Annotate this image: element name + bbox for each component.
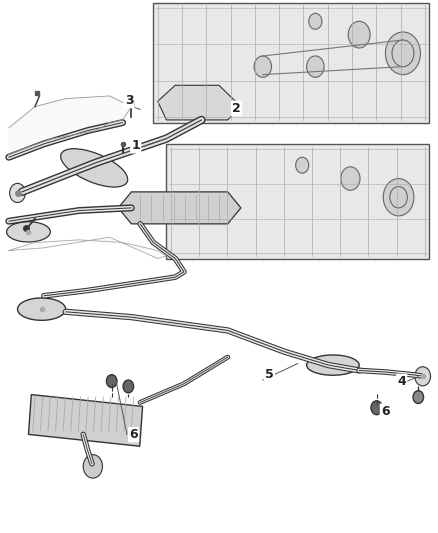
Text: 2: 2 [232,102,241,115]
Circle shape [385,32,420,75]
Circle shape [309,13,322,29]
Circle shape [383,179,414,216]
Circle shape [254,56,272,77]
Circle shape [296,157,309,173]
Circle shape [106,375,117,387]
Polygon shape [9,96,131,155]
Text: 4: 4 [397,375,406,388]
Polygon shape [9,237,166,259]
Circle shape [307,56,324,77]
Ellipse shape [307,355,359,375]
Circle shape [83,455,102,478]
Bar [166,144,429,259]
Bar [153,3,429,123]
Bar [28,394,143,446]
Ellipse shape [7,222,50,242]
Circle shape [413,391,424,403]
Ellipse shape [60,149,128,187]
Circle shape [371,401,382,415]
Text: 1: 1 [131,139,140,152]
Circle shape [415,367,431,386]
Circle shape [341,167,360,190]
Text: 6: 6 [381,405,390,418]
Polygon shape [158,85,241,120]
Ellipse shape [18,298,66,320]
Text: 5: 5 [265,368,274,382]
Text: 3: 3 [125,94,134,107]
Circle shape [392,40,414,67]
Text: 6: 6 [129,428,138,441]
Circle shape [348,21,370,48]
Circle shape [123,380,134,393]
Circle shape [10,183,25,203]
Circle shape [390,187,407,208]
Polygon shape [118,192,241,224]
